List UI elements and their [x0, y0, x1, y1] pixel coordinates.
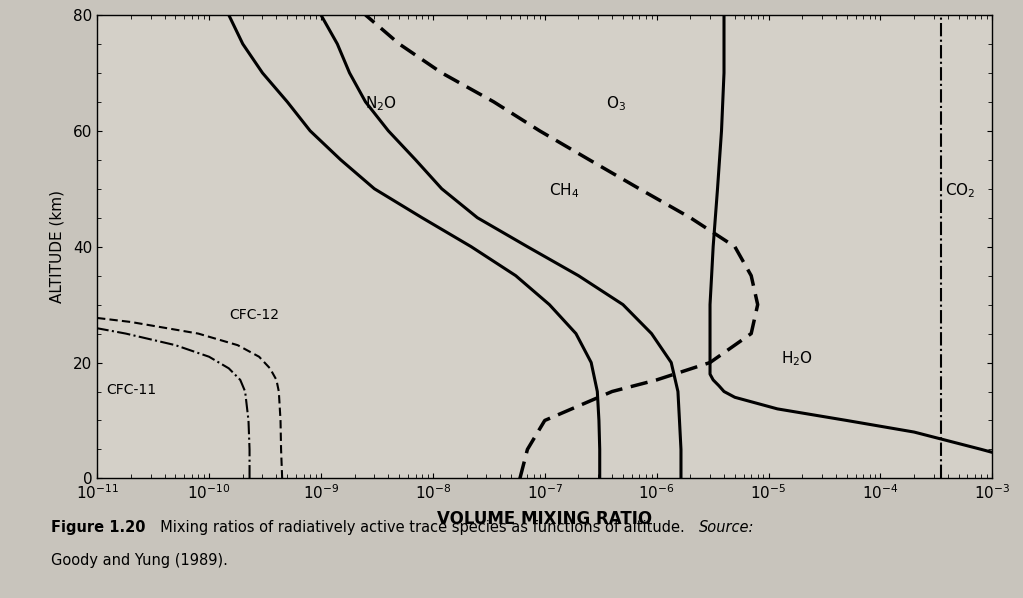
Text: Mixing ratios of radiatively active trace species as functions of altitude.: Mixing ratios of radiatively active trac…: [151, 520, 690, 535]
Text: CFC-12: CFC-12: [229, 308, 279, 322]
Text: CO$_2$: CO$_2$: [945, 182, 976, 200]
Text: Goody and Yung (1989).: Goody and Yung (1989).: [51, 553, 228, 568]
Text: Figure 1.20: Figure 1.20: [51, 520, 145, 535]
Text: Source:: Source:: [699, 520, 754, 535]
Y-axis label: ALTITUDE (km): ALTITUDE (km): [50, 190, 64, 303]
Text: CH$_4$: CH$_4$: [549, 182, 580, 200]
Text: N$_2$O: N$_2$O: [365, 94, 397, 114]
Text: O$_3$: O$_3$: [606, 94, 626, 114]
Text: H$_2$O: H$_2$O: [782, 350, 813, 368]
X-axis label: VOLUME MIXING RATIO: VOLUME MIXING RATIO: [437, 510, 653, 528]
Text: CFC-11: CFC-11: [106, 383, 157, 397]
